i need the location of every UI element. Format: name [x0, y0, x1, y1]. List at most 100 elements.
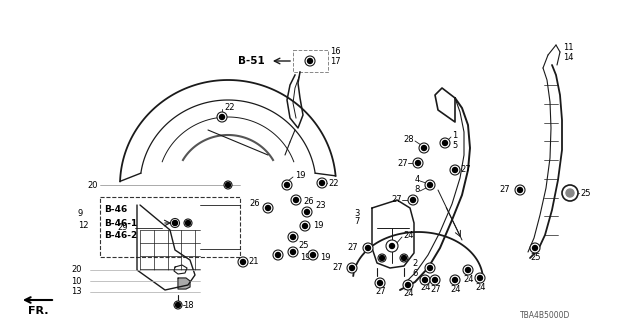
Circle shape: [422, 146, 426, 150]
Circle shape: [532, 245, 538, 251]
Text: 12: 12: [78, 220, 88, 229]
Text: 24: 24: [403, 230, 413, 239]
Circle shape: [450, 165, 460, 175]
Circle shape: [442, 140, 447, 146]
Text: 24: 24: [403, 289, 413, 298]
Circle shape: [307, 59, 312, 63]
Circle shape: [302, 207, 312, 217]
Text: 27: 27: [460, 165, 470, 174]
Circle shape: [273, 250, 283, 260]
Circle shape: [305, 56, 315, 66]
Text: B-46: B-46: [104, 205, 127, 214]
Circle shape: [425, 180, 435, 190]
Circle shape: [285, 182, 289, 188]
Circle shape: [186, 220, 191, 226]
Circle shape: [225, 182, 230, 188]
Circle shape: [349, 266, 355, 270]
Circle shape: [173, 221, 177, 225]
Circle shape: [475, 273, 485, 283]
Circle shape: [433, 277, 438, 283]
Text: 27: 27: [397, 158, 408, 167]
Polygon shape: [178, 278, 190, 289]
Circle shape: [452, 277, 458, 283]
Circle shape: [422, 277, 428, 283]
Circle shape: [291, 195, 301, 205]
Circle shape: [241, 260, 246, 265]
Circle shape: [266, 205, 271, 211]
Polygon shape: [157, 218, 185, 250]
Circle shape: [380, 255, 385, 260]
Circle shape: [310, 252, 316, 258]
Circle shape: [566, 189, 574, 197]
Circle shape: [305, 210, 310, 214]
Circle shape: [347, 263, 357, 273]
Circle shape: [170, 219, 179, 228]
Circle shape: [465, 268, 470, 273]
Circle shape: [291, 250, 296, 254]
Circle shape: [386, 240, 398, 252]
Circle shape: [174, 301, 182, 309]
Circle shape: [375, 278, 385, 288]
Text: 25: 25: [530, 253, 541, 262]
Circle shape: [515, 185, 525, 195]
Text: 14: 14: [563, 53, 573, 62]
Text: 11: 11: [563, 44, 573, 52]
Text: 1: 1: [452, 132, 457, 140]
Circle shape: [562, 185, 578, 201]
Text: 5: 5: [452, 141, 457, 150]
Text: 23: 23: [315, 202, 326, 211]
Text: 27: 27: [348, 244, 358, 252]
Text: 2: 2: [413, 259, 418, 268]
Text: 19: 19: [313, 221, 323, 230]
Text: 24: 24: [475, 284, 486, 292]
Text: FR.: FR.: [28, 306, 49, 316]
Circle shape: [428, 182, 433, 188]
Text: 20: 20: [72, 266, 82, 275]
Circle shape: [282, 180, 292, 190]
Text: 20: 20: [88, 180, 98, 189]
Circle shape: [184, 219, 192, 227]
Circle shape: [238, 257, 248, 267]
Text: 25: 25: [298, 241, 308, 250]
Circle shape: [401, 255, 406, 260]
Circle shape: [175, 302, 180, 308]
Text: 24: 24: [463, 275, 474, 284]
Text: 7: 7: [355, 218, 360, 227]
Text: 21: 21: [248, 258, 259, 267]
Text: 22: 22: [328, 179, 339, 188]
Text: 19: 19: [300, 253, 310, 262]
Circle shape: [428, 266, 433, 270]
Text: 8: 8: [415, 186, 420, 195]
Text: 26: 26: [303, 196, 314, 205]
Text: 22: 22: [224, 103, 234, 113]
Text: 13: 13: [72, 287, 82, 297]
Text: TBA4B5000D: TBA4B5000D: [520, 310, 570, 319]
Circle shape: [463, 265, 473, 275]
Circle shape: [452, 167, 458, 172]
Circle shape: [217, 112, 227, 122]
Text: B-46-1: B-46-1: [104, 219, 137, 228]
Text: 10: 10: [72, 276, 82, 285]
Circle shape: [317, 178, 327, 188]
Circle shape: [224, 181, 232, 189]
Circle shape: [420, 275, 430, 285]
Circle shape: [403, 280, 413, 290]
Circle shape: [450, 275, 460, 285]
Text: 27: 27: [332, 263, 343, 273]
Text: 19: 19: [320, 253, 330, 262]
Text: 19: 19: [295, 171, 305, 180]
Circle shape: [408, 195, 418, 205]
Circle shape: [530, 243, 540, 253]
Text: 28: 28: [403, 135, 414, 145]
Circle shape: [419, 143, 429, 153]
Text: 29: 29: [117, 223, 127, 233]
Bar: [293, 50, 328, 72]
Circle shape: [288, 232, 298, 242]
Text: 27: 27: [392, 196, 402, 204]
Circle shape: [400, 254, 408, 262]
Text: 9: 9: [78, 209, 83, 218]
Circle shape: [303, 223, 307, 228]
Bar: [100, 197, 240, 257]
Circle shape: [406, 283, 410, 287]
Circle shape: [413, 158, 423, 168]
